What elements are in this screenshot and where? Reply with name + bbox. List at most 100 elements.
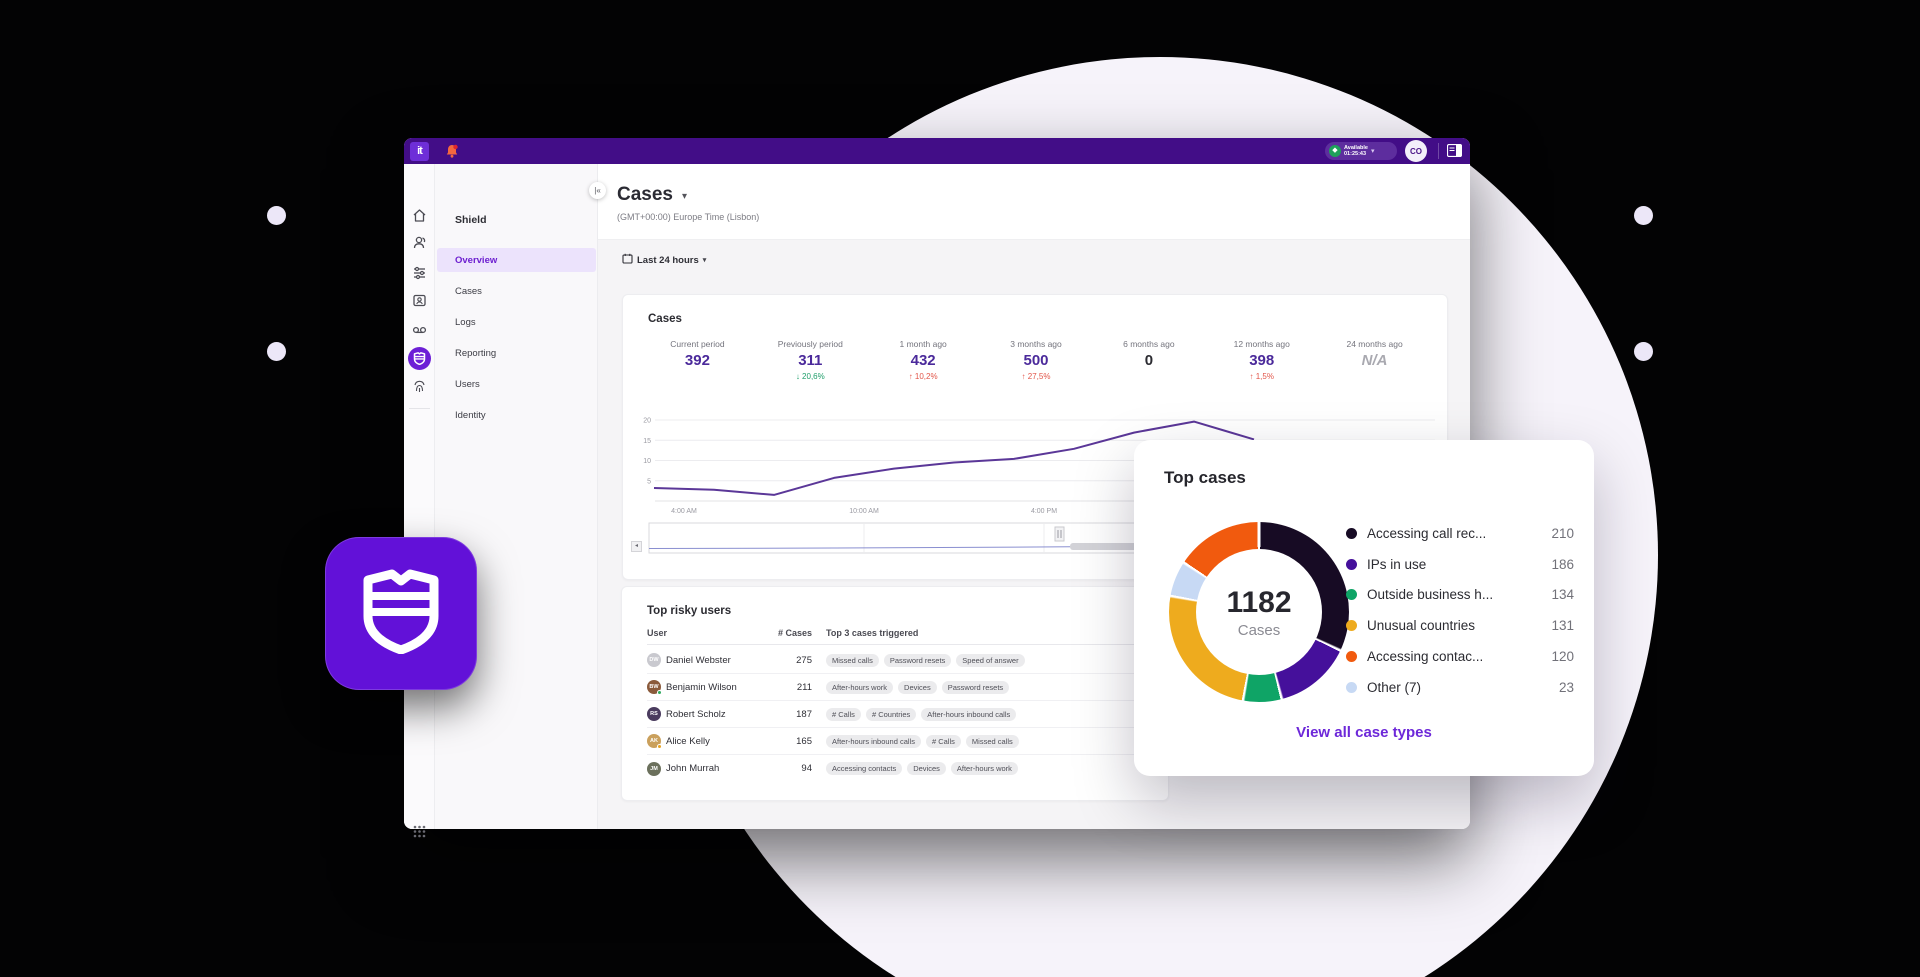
legend-label: Other (7) [1367, 679, 1422, 695]
shield-nav-active[interactable] [408, 347, 431, 370]
table-row[interactable]: BW Benjamin Wilson 211 After-hours work Devi… [647, 674, 1145, 701]
chevron-down-icon[interactable]: ▾ [682, 191, 688, 202]
top-risky-users-card: Top risky users User # Cases Top 3 cases… [621, 586, 1169, 801]
case-tag: Password resets [883, 653, 952, 667]
avatar: BW [647, 680, 662, 695]
presence-dot [657, 690, 662, 695]
status-timer: 01:25:43 [1344, 151, 1367, 157]
shield-panel: Shield Overview Cases Logs Reporting Users Id… [435, 164, 598, 829]
admin-preferences-icon[interactable] [412, 265, 427, 280]
stat-3-months-ago: 3 months ago 500 ↑ 27,5% [1010, 339, 1062, 381]
legend-dot [1346, 681, 1357, 693]
rail-divider [409, 408, 430, 409]
sidebar-item-overview[interactable]: Overview [437, 248, 596, 272]
nav-rail [404, 164, 435, 838]
donut-total-value: 1182 [1226, 585, 1292, 619]
column-cases: # Cases [777, 628, 812, 638]
top-cases-card: Top cases 1182 Cases Accessing call rec.… [1134, 440, 1594, 776]
risky-card-title: Top risky users [647, 605, 732, 617]
top-cases-legend: Accessing call rec... 210 IPs in use 186 Out… [1346, 518, 1574, 703]
app-window: it ◆ Available 01:25:43 ▾ CO [404, 138, 1470, 838]
legend-value: 120 [1551, 649, 1574, 665]
sidebar-item-cases[interactable]: Cases [455, 285, 482, 297]
sidebar-item-reporting[interactable]: Reporting [455, 347, 497, 359]
donut-total-label: Cases [1237, 621, 1281, 639]
legend-label: Accessing contac... [1367, 649, 1484, 665]
decor-dot [1634, 206, 1653, 225]
agents-icon[interactable] [412, 235, 427, 250]
svg-text:5: 5 [647, 478, 651, 485]
stat-1-month-ago: 1 month ago 432 ↑ 10,2% [899, 339, 947, 381]
agent-status-chip[interactable]: ◆ Available 01:25:43 ▾ [1325, 142, 1397, 160]
chevron-down-icon: ▾ [1370, 148, 1375, 155]
legend-label: Accessing call rec... [1367, 525, 1487, 541]
main-header: |« Cases ▾ (GMT+00:00) Europe Time (Lisb… [589, 164, 1470, 240]
calendar-icon [622, 253, 633, 267]
stat-6-months-ago: 6 months ago 0 [1123, 339, 1175, 369]
table-row[interactable]: RS Robert Scholz 187 # Calls # Countries Afte… [647, 701, 1145, 728]
sidebar-item-logs[interactable]: Logs [455, 316, 476, 328]
user-name: Benjamin Wilson [666, 681, 737, 693]
stat-12-months-ago: 12 months ago 398 ↑ 1,5% [1233, 339, 1290, 381]
user-top-tags: Missed calls Password resets Speed of answ… [826, 653, 1025, 667]
avatar: DW [647, 653, 661, 667]
avatar: RS [647, 707, 661, 721]
table-row[interactable]: DW Daniel Webster 275 Missed calls Password … [647, 647, 1145, 674]
svg-text:20: 20 [643, 418, 651, 425]
column-top3: Top 3 cases triggered [826, 628, 919, 638]
user-cases-count: 187 [796, 708, 812, 720]
table-body: DW Daniel Webster 275 Missed calls Password … [647, 647, 1145, 782]
timezone-label: (GMT+00:00) Europe Time (Lisbon) [617, 212, 760, 222]
timeframe-selector[interactable]: Last 24 hours ▾ [622, 252, 706, 268]
apps-grid-icon[interactable] [412, 824, 427, 839]
user-top-tags: Accessing contacts Devices After-hours wor… [826, 762, 1018, 775]
panel-title: Shield [455, 214, 487, 226]
cases-donut-chart [1169, 522, 1349, 702]
collapse-panel-button[interactable]: |« [589, 182, 606, 199]
donut-center: 1182 Cases [1169, 522, 1349, 702]
legend-value: 134 [1551, 587, 1574, 603]
stat-current-period: Current period 392 [670, 339, 725, 369]
voicemail-icon[interactable] [412, 322, 427, 337]
table-row[interactable]: AK Alice Kelly 165 After-hours inbound call… [647, 728, 1145, 755]
svg-text:10: 10 [643, 458, 651, 465]
legend-dot [1346, 527, 1357, 539]
status-label: Available [1344, 145, 1368, 151]
shield-app-tile [325, 537, 477, 690]
user-name: Alice Kelly [666, 735, 710, 747]
svg-text:4:00 PM: 4:00 PM [1031, 508, 1057, 515]
case-tag: Devices [898, 680, 937, 694]
sidebar-item-users[interactable]: Users [455, 378, 480, 390]
brush-left-arrow[interactable]: ◂ [631, 541, 642, 552]
avatar: AK [647, 734, 662, 749]
home-icon[interactable] [412, 208, 427, 223]
case-tag: # Calls [826, 707, 861, 721]
case-tag: # Calls [925, 734, 961, 748]
presence-dot [657, 744, 662, 749]
user-top-tags: After-hours work Devices Password resets [826, 680, 1010, 694]
legend-item: Accessing contac... 120 [1346, 641, 1574, 672]
user-avatar[interactable]: CO [1405, 140, 1427, 162]
talkdesk-logo[interactable]: it [410, 142, 429, 161]
identity-fingerprint-icon[interactable] [412, 379, 427, 394]
user-name: Robert Scholz [666, 708, 726, 720]
legend-item: Outside business h... 134 [1346, 580, 1574, 611]
status-available-icon: ◆ [1329, 145, 1341, 157]
decor-dot [1634, 342, 1653, 361]
page-title: Cases [617, 184, 673, 205]
view-all-case-types-link[interactable]: View all case types [1296, 724, 1432, 741]
stat-24-months-ago: 24 months ago N/A [1346, 339, 1403, 369]
case-tag: Speed of answer [956, 653, 1025, 667]
stat-previously-period: Previously period 311 ↓ 20,6% [777, 339, 843, 381]
case-tag: Accessing contacts [826, 762, 903, 775]
legend-label: IPs in use [1367, 556, 1427, 572]
decor-dot [267, 342, 286, 361]
case-tag: After-hours inbound calls [826, 734, 921, 748]
side-panel-toggle-icon[interactable] [1446, 143, 1463, 158]
case-tag: Devices [907, 762, 946, 775]
contacts-card-icon[interactable] [412, 293, 427, 308]
sidebar-item-identity[interactable]: Identity [455, 409, 486, 421]
legend-item: Accessing call rec... 210 [1346, 518, 1574, 549]
table-row[interactable]: JM John Murrah 94 Accessing contacts Devices… [647, 755, 1145, 782]
notification-bell-icon[interactable] [445, 144, 459, 158]
